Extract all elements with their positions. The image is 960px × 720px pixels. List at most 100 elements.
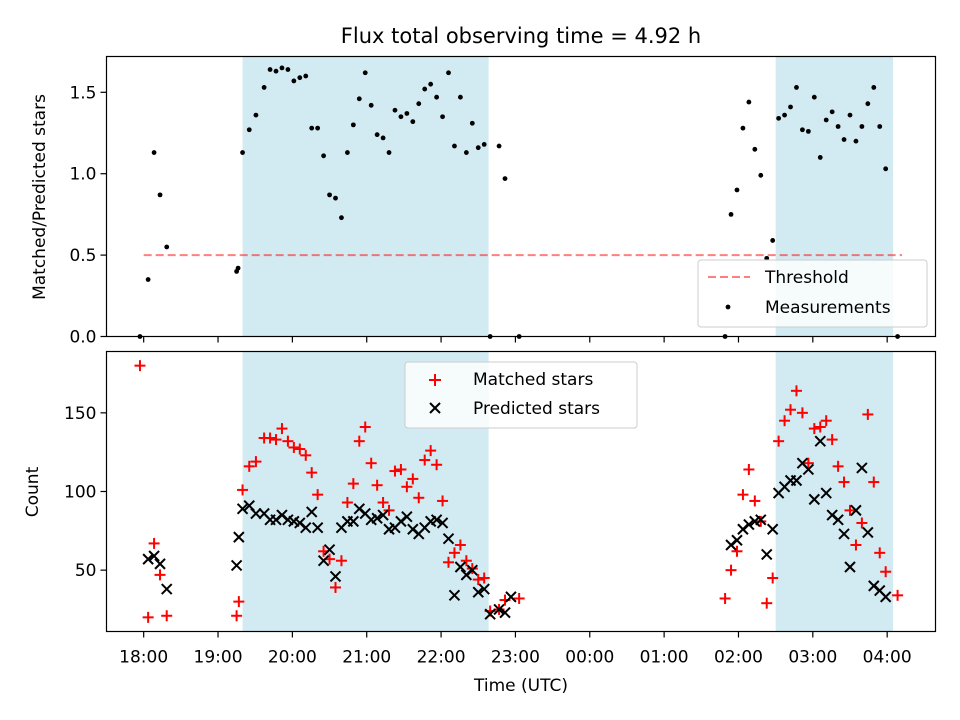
- measurement-point: [291, 78, 297, 84]
- predicted-point: [493, 603, 505, 616]
- measurement-point: [350, 122, 356, 128]
- measurement-point: [380, 135, 386, 141]
- predicted-point: [808, 493, 821, 506]
- predicted-point-b: [802, 463, 815, 476]
- matched-point: [880, 566, 892, 578]
- predicted-point-b: [856, 462, 868, 474]
- predicted-point: [442, 532, 455, 545]
- matched-point: [826, 434, 838, 446]
- x-tick-label: 23:00: [491, 648, 540, 668]
- predicted-point: [838, 528, 850, 540]
- predicted-point: [161, 583, 173, 595]
- measurements-legend-label: Measurements: [765, 298, 891, 318]
- predicted-point: [311, 521, 324, 534]
- bottom-panel: 50 100 150 18:00 19:00 20:00 21:00 22:00 23:00 0…: [23, 350, 937, 696]
- predicted-point-b: [505, 591, 517, 603]
- bottom-y-axis: 50 100 150: [64, 404, 107, 581]
- predicted-point-b: [454, 561, 467, 573]
- predicted-point: [856, 462, 868, 474]
- predicted-point: [148, 550, 160, 562]
- predicted-point: [862, 526, 874, 539]
- predicted-point: [436, 517, 449, 529]
- matched-point: [448, 547, 460, 559]
- measurement-point: [164, 244, 170, 250]
- measurement-point: [782, 112, 787, 118]
- matched-point: [749, 495, 761, 507]
- measurement-point: [811, 94, 817, 100]
- chart-title: Flux total observing time = 4.92 h: [341, 24, 701, 48]
- predicted-point-b: [294, 517, 306, 529]
- y-tick-label: 100: [64, 483, 96, 503]
- x-tick-label: 03:00: [788, 648, 837, 668]
- predicted-point: [755, 514, 767, 526]
- predicted-point-b: [790, 474, 803, 487]
- predicted-point: [454, 561, 467, 573]
- predicted-point-b: [353, 503, 365, 515]
- matched-point: [725, 564, 737, 576]
- top-points: [137, 65, 900, 339]
- measurement-point: [362, 70, 368, 76]
- shaded-interval: [242, 56, 489, 337]
- measurement-point: [404, 111, 410, 116]
- y-tick-label: 1.5: [69, 83, 96, 103]
- y-tick-label: 0.0: [69, 328, 96, 348]
- predicted-point: [499, 606, 511, 619]
- y-tick-label: 1.0: [69, 165, 96, 185]
- measurement-point: [446, 70, 451, 76]
- predicted-point-b: [466, 564, 479, 576]
- matched-point: [478, 572, 490, 584]
- measurement-point: [475, 145, 481, 151]
- bottom-legend-box: [404, 361, 638, 429]
- predicted-point-b: [407, 523, 419, 535]
- x-tick-label: 01:00: [640, 648, 689, 668]
- matched-point: [856, 517, 868, 529]
- measurement-point: [374, 132, 380, 138]
- predicted-point-b: [766, 523, 779, 535]
- predicted-point-b: [436, 517, 449, 529]
- predicted-point: [484, 608, 496, 620]
- matched-point: [862, 408, 874, 420]
- matched-point: [472, 574, 484, 586]
- matched-point: [802, 457, 814, 469]
- matched-point: [460, 555, 472, 567]
- predicted-point: [505, 591, 517, 603]
- matched-point: [466, 563, 478, 575]
- measurement-point: [496, 143, 502, 149]
- predicted-point-b: [430, 514, 443, 526]
- matched-point: [892, 589, 904, 601]
- measurement-point: [285, 67, 291, 72]
- measurement-point: [770, 238, 776, 243]
- measurement-point: [151, 150, 157, 155]
- measurement-point: [746, 99, 752, 105]
- matched-point: [419, 454, 431, 466]
- matched-point: [779, 415, 791, 427]
- predicted-point-b: [317, 555, 330, 567]
- matched-point: [365, 457, 377, 469]
- measurement-point: [339, 215, 344, 221]
- measurement-point: [817, 155, 823, 160]
- matched-point: [407, 473, 419, 485]
- predicted-point-b: [154, 558, 166, 570]
- matched-point: [761, 597, 773, 609]
- matched-point: [294, 443, 306, 455]
- predicted-point: [317, 555, 330, 567]
- measurement-point: [463, 150, 469, 155]
- measurement-point: [740, 125, 746, 131]
- matched-point: [270, 434, 282, 446]
- predicted-point-b: [323, 543, 336, 556]
- matched-point: [832, 460, 844, 472]
- predicted-point-b: [826, 509, 838, 521]
- predicted-point-b: [442, 532, 455, 545]
- predicted-point: [250, 507, 262, 520]
- matched-point: [814, 421, 826, 433]
- y-tick-label: 150: [64, 404, 96, 424]
- matched-legend-label: Matched stars: [473, 370, 593, 390]
- matched-point: [142, 611, 154, 623]
- predicted-point-b: [401, 510, 413, 523]
- matched-point: [513, 592, 525, 604]
- x-tick-label: 21:00: [342, 648, 391, 668]
- predicted-point-b: [862, 526, 874, 539]
- predicted-point: [761, 548, 773, 561]
- measurement-point: [794, 85, 799, 90]
